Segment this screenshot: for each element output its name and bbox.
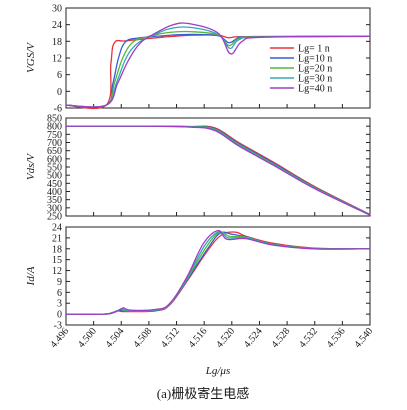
series-line-vgs-2	[65, 33, 371, 108]
ytick-label: 650	[47, 146, 62, 157]
series-line-vgs-4	[65, 26, 371, 108]
series-line-vds-1	[65, 125, 371, 215]
ytick-label: 12	[52, 266, 62, 277]
ytick-label: 450	[47, 179, 62, 190]
ytick-label: 750	[47, 130, 62, 141]
ytick-label: 9	[57, 277, 62, 288]
series-line-vds-3	[65, 125, 371, 216]
xtick-label: 4.528	[269, 326, 292, 350]
panel-id-frame	[65, 226, 371, 326]
series-line-vds-2	[65, 125, 371, 216]
legend-label: Lg=30 n	[298, 74, 332, 85]
series-line-id-2	[65, 231, 371, 315]
ytick-label: 18	[52, 37, 62, 48]
xtick-label: 4.520	[214, 326, 237, 350]
xtick-label: 4.504	[104, 326, 127, 350]
series-line-id-3	[65, 231, 371, 315]
ytick-label: 15	[52, 255, 62, 266]
panel-vgs-lines	[65, 22, 371, 110]
ytick-label: 18	[52, 244, 62, 255]
ytick-label: 600	[47, 154, 62, 165]
xtick-label: 4.516	[187, 326, 210, 350]
ytick-label: 3	[57, 299, 62, 310]
series-line-vgs-3	[65, 30, 371, 108]
panel-vgs: 30 24 18 12 6 0 -6 VGS/V Lg= 1 nLg=10 nLg=20 n…	[25, 4, 371, 115]
x-axis-ticks: 4.496 4.500 4.504 4.508 4.512 4.516 4.520 4.524…	[48, 326, 375, 350]
ytick-label: 550	[47, 163, 62, 174]
xtick-label: 4.512	[159, 326, 182, 350]
figure-caption: (a)栅极寄生电感	[157, 386, 249, 401]
ytick-label: 800	[47, 122, 62, 133]
legend-label: Lg=20 n	[298, 64, 332, 75]
ytick-label: 0	[57, 87, 62, 98]
ytick-label: 300	[47, 203, 62, 214]
legend-label: Lg= 1 n	[298, 44, 330, 55]
ytick-label: 350	[47, 195, 62, 206]
panel-vds-lines	[65, 125, 371, 216]
ytick-label: 12	[52, 54, 62, 65]
panel-vgs-ylabel: VGS/V	[25, 42, 37, 73]
xtick-label: 4.524	[242, 326, 265, 350]
ytick-label: 21	[52, 233, 62, 244]
xtick-label: 4.496	[48, 326, 71, 350]
ytick-label: 400	[47, 187, 62, 198]
ytick-label: 24	[52, 223, 62, 234]
panel-vds-ylabel: Vds/V	[25, 153, 37, 181]
series-line-id-5	[65, 229, 371, 315]
xtick-label: 4.500	[76, 326, 99, 350]
ytick-label: -6	[54, 104, 62, 115]
series-line-vds-4	[65, 125, 371, 216]
legend: Lg= 1 nLg=10 nLg=20 nLg=30 nLg=40 n	[270, 44, 332, 95]
ytick-label: 500	[47, 171, 62, 182]
series-line-id-4	[65, 230, 371, 315]
panel-vgs-yticks: 30 24 18 12 6 0 -6	[52, 4, 371, 115]
x-axis-label: Lg/μs	[205, 365, 230, 377]
ytick-label: 6	[57, 288, 62, 299]
series-line-id-1	[65, 231, 371, 315]
series-line-vds-5	[65, 125, 371, 216]
series-line-vgs-5	[65, 22, 371, 108]
xtick-label: 4.540	[352, 326, 375, 350]
panel-id-lines	[65, 229, 371, 315]
ytick-label: 30	[52, 4, 62, 15]
panel-id-ylabel: Id/A	[25, 266, 37, 286]
ytick-label: 700	[47, 138, 62, 149]
legend-label: Lg=10 n	[298, 54, 332, 65]
xtick-label: 4.532	[297, 326, 320, 350]
xtick-label: 4.508	[131, 326, 154, 350]
ytick-label: 0	[57, 310, 62, 321]
xtick-label: 4.536	[325, 326, 348, 350]
legend-label: Lg=40 n	[298, 84, 332, 95]
ytick-label: 850	[47, 114, 62, 125]
ytick-label: 6	[57, 70, 62, 81]
ytick-label: 250	[47, 212, 62, 223]
panel-vds: 850800750700650600550500450400350300250 …	[25, 114, 371, 223]
ytick-label: 24	[52, 20, 62, 31]
ytick-label: -3	[54, 321, 62, 332]
